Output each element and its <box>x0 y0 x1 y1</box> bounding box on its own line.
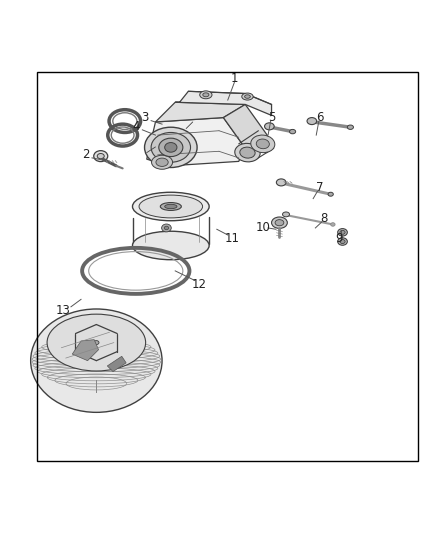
Ellipse shape <box>165 142 177 152</box>
Polygon shape <box>72 340 99 361</box>
Ellipse shape <box>151 133 191 162</box>
Ellipse shape <box>160 203 181 211</box>
Ellipse shape <box>132 192 209 221</box>
Ellipse shape <box>276 179 286 186</box>
Ellipse shape <box>164 226 169 230</box>
Ellipse shape <box>244 95 250 98</box>
Polygon shape <box>147 118 245 166</box>
Ellipse shape <box>162 224 171 232</box>
Ellipse shape <box>242 93 253 100</box>
Text: 3: 3 <box>141 111 148 124</box>
Ellipse shape <box>94 151 108 161</box>
Text: 2: 2 <box>81 148 89 161</box>
Bar <box>37 71 418 462</box>
Ellipse shape <box>156 158 168 166</box>
Ellipse shape <box>31 309 162 413</box>
Ellipse shape <box>307 118 317 125</box>
Ellipse shape <box>275 220 284 226</box>
Ellipse shape <box>331 223 335 226</box>
Ellipse shape <box>47 314 145 371</box>
Ellipse shape <box>235 143 260 162</box>
Ellipse shape <box>132 231 209 260</box>
Text: 6: 6 <box>316 111 324 124</box>
Text: 1: 1 <box>230 71 238 85</box>
Ellipse shape <box>338 238 347 245</box>
Ellipse shape <box>265 123 274 130</box>
Ellipse shape <box>272 217 287 229</box>
Text: 13: 13 <box>56 304 71 317</box>
Polygon shape <box>223 104 267 152</box>
Ellipse shape <box>240 147 255 158</box>
Ellipse shape <box>159 138 183 157</box>
Ellipse shape <box>340 239 345 244</box>
Ellipse shape <box>338 229 347 236</box>
Ellipse shape <box>97 154 104 159</box>
Ellipse shape <box>165 204 177 209</box>
Text: 11: 11 <box>225 231 240 245</box>
Polygon shape <box>107 356 126 372</box>
Text: 9: 9 <box>336 231 343 245</box>
Text: 5: 5 <box>268 111 275 124</box>
Ellipse shape <box>347 125 353 130</box>
Polygon shape <box>175 91 272 115</box>
Ellipse shape <box>94 341 99 344</box>
Ellipse shape <box>139 195 202 218</box>
Polygon shape <box>155 102 245 122</box>
Ellipse shape <box>145 127 197 167</box>
Text: 10: 10 <box>255 221 270 233</box>
Ellipse shape <box>340 230 345 235</box>
Ellipse shape <box>290 130 296 134</box>
Ellipse shape <box>256 139 269 149</box>
Text: 8: 8 <box>321 212 328 225</box>
Ellipse shape <box>200 91 212 99</box>
Text: 4: 4 <box>132 120 140 133</box>
Text: 12: 12 <box>192 278 207 290</box>
Ellipse shape <box>203 93 209 97</box>
Ellipse shape <box>251 135 275 152</box>
Text: 7: 7 <box>316 181 324 194</box>
Ellipse shape <box>328 192 333 196</box>
Ellipse shape <box>283 212 290 217</box>
Ellipse shape <box>152 155 173 169</box>
